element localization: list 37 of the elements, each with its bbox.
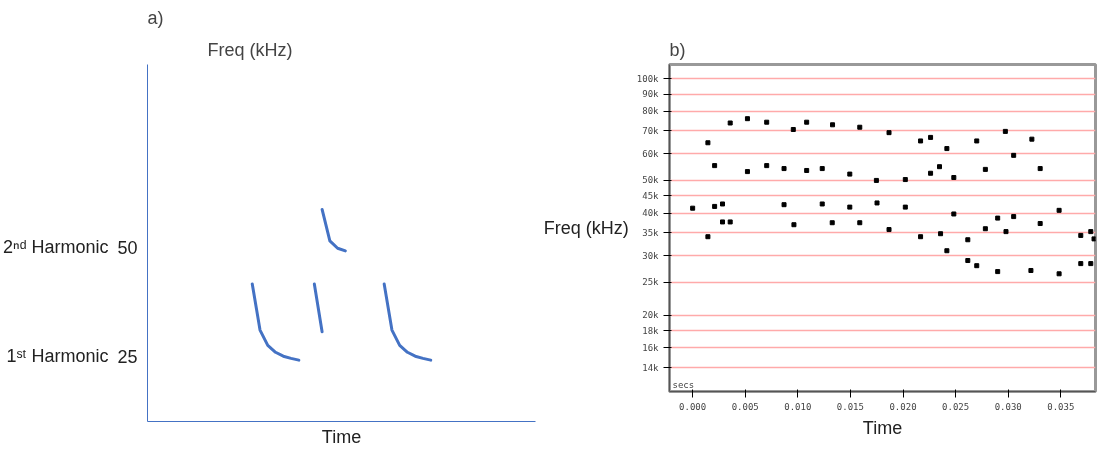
y-tick-label: 90k [642,89,660,100]
line-series [320,207,347,253]
x-axis-title: Time [862,417,903,438]
y-tick-label: 14k [642,362,660,373]
x-tick-label: 0.010 [784,401,812,412]
chart-title: b) [669,39,686,60]
x-tick-label: 0.035 [1047,401,1075,412]
y-tick-label: 25 [117,346,138,367]
y-tick-label: 18k [642,325,660,336]
y-tick-label: 70k [642,125,660,136]
y-tick-label: 80k [642,106,660,117]
y-axis-title: Freq (kHz) [543,218,629,238]
y-tick-label: 20k [642,310,660,321]
line-series [382,282,433,362]
x-tick-label: 0.020 [889,401,917,412]
text: 2ⁿᵈ Harmonic [3,237,109,258]
y-tick-label: 25k [642,277,660,288]
x-tick-label: 0.000 [679,401,707,412]
x-tick-label: 0.005 [731,401,759,412]
y-axis-title: Freq (kHz) [207,39,293,60]
y-tick-label: 100k [636,73,660,84]
y-tick-label: 35k [642,227,660,238]
y-tick-label: 30k [642,250,660,261]
chart-title: a) [147,7,164,28]
x-tick-label: 0.025 [942,401,970,412]
y-tick-label: 16k [642,342,660,353]
x-axis-title: Time [321,426,362,447]
y-tick-label: 40k [642,208,660,219]
text: 1ˢᵗ Harmonic [6,346,109,367]
x-tick-label: 0.015 [836,401,864,412]
x-tick-label: 0.030 [994,401,1022,412]
annotation: secs [672,379,695,390]
y-tick-label: 50 [117,237,138,258]
line-series [250,282,301,362]
y-tick-label: 60k [642,148,660,159]
y-tick-label: 50k [642,175,660,186]
y-tick-label: 45k [642,190,660,201]
